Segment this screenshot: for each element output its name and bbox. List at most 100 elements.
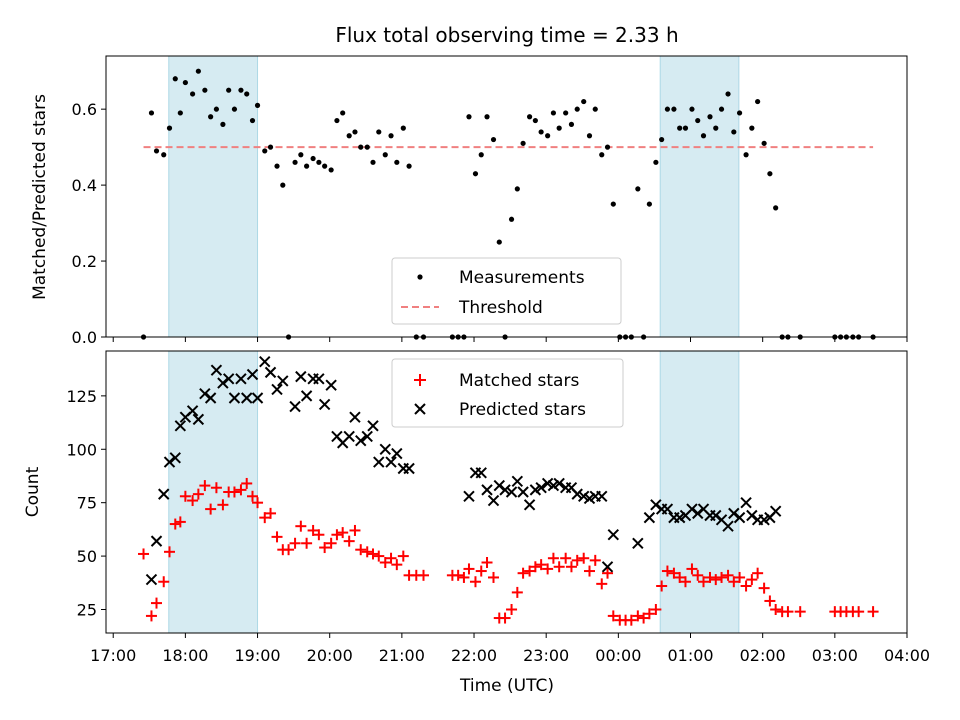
predicted-star-point bbox=[241, 392, 253, 404]
matched-star-point bbox=[313, 529, 325, 541]
matched-star-point bbox=[553, 561, 565, 573]
measurement-point bbox=[682, 125, 689, 131]
matched-star-point bbox=[511, 586, 523, 598]
measurement-point bbox=[472, 171, 479, 177]
count-panel-x-ticks: 17:00 18:00 19:00 20:00 21:00 22:00 23:00 00:00… bbox=[90, 633, 930, 665]
predicted-star-point bbox=[174, 420, 187, 432]
measurement-point bbox=[244, 91, 250, 97]
y-tick-label: 0.6 bbox=[72, 100, 97, 119]
matched-star-point bbox=[246, 490, 258, 502]
matched-star-point bbox=[656, 580, 668, 592]
measurement-point bbox=[274, 163, 280, 169]
x-tick-label: 00:00 bbox=[595, 646, 641, 665]
measurement-point bbox=[280, 182, 286, 188]
y-tick-label: 100 bbox=[66, 440, 97, 459]
predicted-star-point bbox=[325, 379, 337, 391]
matched-star-point bbox=[596, 578, 608, 590]
predicted-star-point bbox=[650, 499, 662, 511]
x-tick-label: 01:00 bbox=[667, 646, 713, 665]
ratio-legend-box bbox=[391, 257, 622, 325]
measurement-point bbox=[298, 152, 304, 158]
predicted-star-point bbox=[251, 392, 264, 404]
measurement-point bbox=[195, 68, 201, 74]
ratio-panel-y-label: Matched/Predicted stars bbox=[30, 94, 50, 300]
matched-star-point bbox=[746, 574, 758, 586]
predicted-star-point bbox=[367, 420, 379, 432]
matched-star-point bbox=[529, 561, 541, 573]
predicted-star-point bbox=[475, 467, 487, 479]
matched-star-point bbox=[560, 552, 572, 564]
matched-star-point bbox=[704, 571, 716, 583]
measurement-point bbox=[695, 117, 701, 124]
x-tick-label: 19:00 bbox=[234, 646, 280, 665]
predicted-star-point bbox=[264, 366, 277, 379]
matched-star-point bbox=[710, 574, 722, 586]
matched-star-point bbox=[343, 535, 355, 547]
matched-star-point bbox=[289, 537, 301, 549]
matched-star-point bbox=[764, 595, 776, 607]
predicted-star-point bbox=[199, 388, 211, 400]
predicted-star-point bbox=[661, 503, 674, 515]
measurement-point bbox=[713, 125, 719, 131]
matched-star-point bbox=[385, 552, 397, 564]
matched-star-point bbox=[337, 527, 349, 539]
measurement-point bbox=[466, 114, 472, 120]
measurement-point bbox=[208, 114, 214, 120]
measurement-point bbox=[406, 163, 412, 169]
predicted-star-point bbox=[607, 529, 620, 541]
matched-star-point bbox=[734, 571, 746, 583]
predicted-star-point bbox=[692, 507, 704, 520]
measurement-point bbox=[646, 201, 652, 207]
matched-star-point bbox=[571, 554, 583, 566]
measurement-point bbox=[400, 125, 406, 131]
y-tick-label: 0.0 bbox=[72, 328, 97, 347]
matched-star-point bbox=[192, 488, 204, 500]
measurement-point bbox=[161, 152, 167, 158]
measurement-point bbox=[490, 136, 497, 143]
measurement-point bbox=[292, 159, 298, 165]
predicted-star-point bbox=[740, 496, 752, 509]
predicted-star-point bbox=[295, 370, 307, 383]
matched-star-point bbox=[169, 518, 181, 530]
count-panel-shaded-spans bbox=[168, 350, 740, 634]
measurement-point bbox=[346, 133, 352, 139]
measurement-point bbox=[718, 106, 725, 112]
measurement-point bbox=[550, 110, 557, 116]
measurement-point bbox=[334, 117, 340, 124]
x-tick-label: 23:00 bbox=[523, 646, 569, 665]
predicted-star-point bbox=[481, 484, 493, 496]
measurement-point bbox=[664, 106, 671, 112]
measurement-point bbox=[659, 136, 665, 143]
predicted-star-point bbox=[259, 355, 271, 368]
predicted-star-point bbox=[163, 456, 176, 468]
matched-star-point bbox=[625, 614, 637, 626]
measurement-point bbox=[755, 98, 761, 105]
matched-star-point bbox=[164, 546, 176, 558]
measurement-point bbox=[376, 129, 382, 135]
shaded-span bbox=[168, 55, 259, 338]
predicted-star-point bbox=[523, 499, 536, 511]
chart-title: Flux total observing time = 2.33 h bbox=[335, 23, 678, 47]
matched-star-point bbox=[174, 516, 186, 528]
matched-star-point bbox=[379, 557, 391, 568]
matched-star-point bbox=[283, 544, 295, 556]
measurement-point bbox=[599, 152, 605, 158]
legend-measurements-label: Measurements bbox=[459, 268, 585, 288]
predicted-star-point bbox=[222, 373, 235, 385]
ratio-panel-frame bbox=[105, 55, 908, 338]
predicted-star-point bbox=[686, 503, 698, 515]
predicted-star-point bbox=[487, 494, 500, 507]
matched-star-point bbox=[728, 576, 740, 588]
predicted-star-point bbox=[300, 390, 313, 402]
predicted-star-point bbox=[379, 443, 391, 455]
measurement-point bbox=[532, 117, 538, 124]
matched-star-point bbox=[488, 571, 500, 583]
measurement-point bbox=[220, 121, 226, 127]
matched-star-point bbox=[475, 565, 487, 577]
ratio-panel-marks bbox=[140, 68, 876, 340]
predicted-star-point bbox=[192, 413, 205, 426]
predicted-star-point bbox=[463, 490, 475, 502]
predicted-star-point bbox=[343, 430, 355, 443]
measurement-point bbox=[358, 144, 364, 150]
